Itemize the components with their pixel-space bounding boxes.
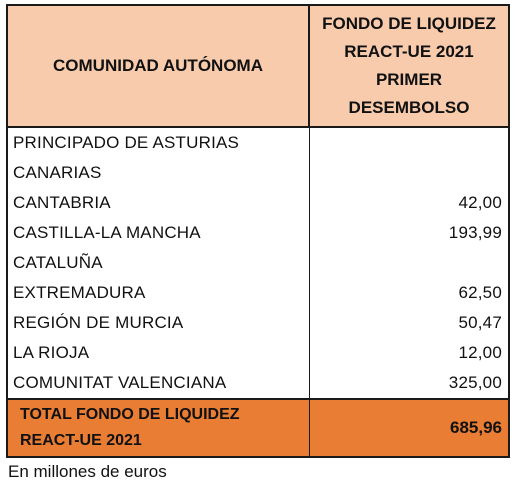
row-value: 42,00 (309, 188, 510, 218)
row-name: CANTABRIA (6, 188, 310, 218)
table-row: LA RIOJA 12,00 (6, 338, 510, 368)
liquidity-fund-table-container: COMUNIDAD AUTÓNOMA FONDO DE LIQUIDEZ REA… (6, 4, 510, 482)
row-name: CANARIAS (6, 158, 310, 188)
table-row: CANARIAS (6, 158, 510, 188)
row-value: 193,99 (309, 218, 510, 248)
row-value (309, 127, 510, 158)
row-value: 50,47 (309, 308, 510, 338)
row-name: PRINCIPADO DE ASTURIAS (6, 127, 310, 158)
row-name: CASTILLA-LA MANCHA (6, 218, 310, 248)
header-fondo-line: REACT-UE 2021 (344, 42, 474, 61)
row-value: 62,50 (309, 278, 510, 308)
total-label: TOTAL FONDO DE LIQUIDEZ REACT-UE 2021 (6, 398, 310, 458)
table-row: CANTABRIA 42,00 (6, 188, 510, 218)
table-row: EXTREMADURA 62,50 (6, 278, 510, 308)
header-fondo-line: PRIMER (375, 70, 443, 89)
row-name: EXTREMADURA (6, 278, 310, 308)
row-value: 325,00 (309, 368, 510, 399)
table-row: CASTILLA-LA MANCHA 193,99 (6, 218, 510, 248)
header-fondo: FONDO DE LIQUIDEZ REACT-UE 2021 PRIMER D… (308, 4, 510, 128)
header-fondo-line: DESEMBOLSO (348, 98, 470, 117)
table-row: CATALUÑA (6, 248, 510, 278)
row-name: REGIÓN DE MURCIA (6, 308, 310, 338)
row-name: CATALUÑA (6, 248, 310, 278)
total-row: TOTAL FONDO DE LIQUIDEZ REACT-UE 2021 68… (6, 398, 510, 458)
table-row: COMUNITAT VALENCIANA 325,00 (6, 368, 510, 399)
row-value (309, 158, 510, 188)
row-name: LA RIOJA (6, 338, 310, 368)
liquidity-fund-table: COMUNIDAD AUTÓNOMA FONDO DE LIQUIDEZ REA… (6, 4, 510, 458)
header-comunidad: COMUNIDAD AUTÓNOMA (6, 4, 310, 128)
table-row: REGIÓN DE MURCIA 50,47 (6, 308, 510, 338)
total-value: 685,96 (308, 398, 510, 458)
row-value: 12,00 (309, 338, 510, 368)
units-note: En millones de euros (8, 462, 167, 481)
row-value (309, 248, 510, 278)
header-fondo-line: FONDO DE LIQUIDEZ (322, 14, 496, 33)
table-header-row: COMUNIDAD AUTÓNOMA FONDO DE LIQUIDEZ REA… (6, 4, 510, 128)
total-label-line: TOTAL FONDO DE LIQUIDEZ (20, 406, 240, 423)
row-name: COMUNITAT VALENCIANA (6, 368, 310, 399)
total-label-line: REACT-UE 2021 (20, 432, 142, 449)
table-row: PRINCIPADO DE ASTURIAS (6, 127, 510, 158)
